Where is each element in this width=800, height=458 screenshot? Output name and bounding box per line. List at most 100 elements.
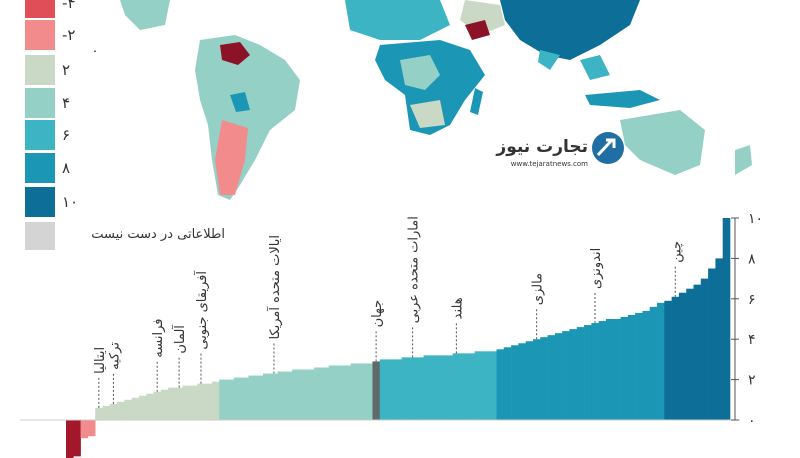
bar (532, 339, 541, 420)
bar (657, 302, 665, 420)
bar (511, 345, 519, 420)
bar (277, 371, 286, 420)
bar (525, 341, 534, 420)
bar (66, 420, 74, 458)
annotation-label: ایالات متحده آمریکا (266, 235, 283, 340)
bar (430, 355, 439, 420)
bar (649, 306, 658, 420)
legend: -۴ -۲ ۲ ۴ ۶ ۸ ۱۰ ۰ اطلاعاتی در دست نیست (25, 0, 225, 250)
world-map (120, 0, 752, 200)
legend-label: ۸ (62, 159, 70, 177)
bar (423, 355, 432, 420)
bar (182, 385, 191, 420)
logo: تجارت نیوز www.tejaratnews.com (495, 132, 624, 168)
annotation-label: آفریقای جنوبی (193, 270, 210, 350)
logo-arrow (596, 138, 616, 157)
y-tick-label: ۶ (748, 292, 756, 308)
logo-name: تجارت نیوز (495, 137, 588, 157)
legend-label: اطلاعاتی در دست نیست (91, 227, 225, 242)
bar (613, 319, 621, 420)
bar (372, 361, 381, 420)
bar (146, 393, 154, 420)
bar (452, 353, 461, 420)
bar (233, 377, 242, 420)
bar (605, 319, 614, 420)
bar (700, 278, 709, 420)
legend-label: ۲ (62, 61, 70, 79)
y-tick-label: ۴ (748, 332, 756, 348)
annotation-label: ترکیه (107, 342, 122, 370)
bar (263, 373, 271, 420)
legend-label: ۱۰ (62, 193, 78, 211)
bar (496, 349, 505, 420)
annotation-label: مالزی (531, 273, 546, 305)
legend-zero: ۰ (92, 44, 99, 59)
bar (554, 333, 563, 420)
bar (540, 337, 548, 420)
bar (678, 292, 687, 420)
bar (722, 218, 731, 420)
bar (226, 379, 235, 420)
legend-swatch (25, 153, 55, 183)
bar (292, 369, 300, 420)
bar (642, 310, 651, 420)
bar (387, 359, 395, 420)
bar (408, 357, 417, 420)
bar (131, 397, 140, 420)
annotation-label: امارات متحده عربی (407, 216, 422, 323)
bar (686, 288, 694, 420)
bar (80, 420, 89, 439)
bar (219, 379, 227, 420)
legend-swatch (25, 222, 55, 250)
bar (620, 316, 629, 420)
legend-swatch (25, 55, 55, 85)
bar (357, 363, 366, 420)
bar (562, 331, 570, 420)
legend-label: ۶ (62, 126, 70, 144)
bar (576, 327, 585, 420)
bar (664, 300, 672, 420)
bar (671, 296, 680, 420)
y-tick-label: ۲ (748, 373, 756, 389)
legend-label: ۴ (62, 94, 70, 112)
bar (460, 353, 468, 420)
bar (270, 373, 278, 420)
bar (416, 357, 424, 420)
bar (518, 343, 526, 420)
bar (708, 268, 716, 420)
annotation-label: آلمان (171, 324, 188, 354)
bar (241, 377, 249, 420)
bar (306, 369, 315, 420)
bar (102, 405, 111, 420)
bar (321, 367, 329, 420)
bar (160, 389, 169, 420)
bar (481, 351, 490, 420)
bar (489, 351, 497, 420)
legend-swatch (25, 20, 55, 50)
bar (569, 329, 578, 420)
bar (87, 420, 96, 437)
bar (138, 395, 147, 420)
bar (365, 363, 373, 420)
legend-label: -۴ (62, 0, 75, 12)
bar (379, 359, 388, 420)
logo-icon (592, 132, 624, 164)
bar (438, 355, 446, 420)
bar (401, 357, 410, 420)
bar (584, 325, 592, 420)
annotation-label: چین (669, 241, 684, 263)
bar (175, 387, 184, 420)
bar (109, 403, 118, 420)
bar (343, 365, 351, 420)
bar (73, 420, 81, 457)
bar (635, 312, 643, 420)
bar (95, 407, 103, 420)
bar (168, 387, 176, 420)
bar (591, 323, 599, 420)
annotation-label: جهان (370, 300, 385, 328)
bar (328, 365, 337, 420)
bar (445, 355, 454, 420)
bar (190, 385, 198, 420)
bar (204, 383, 213, 420)
bar (547, 335, 556, 420)
